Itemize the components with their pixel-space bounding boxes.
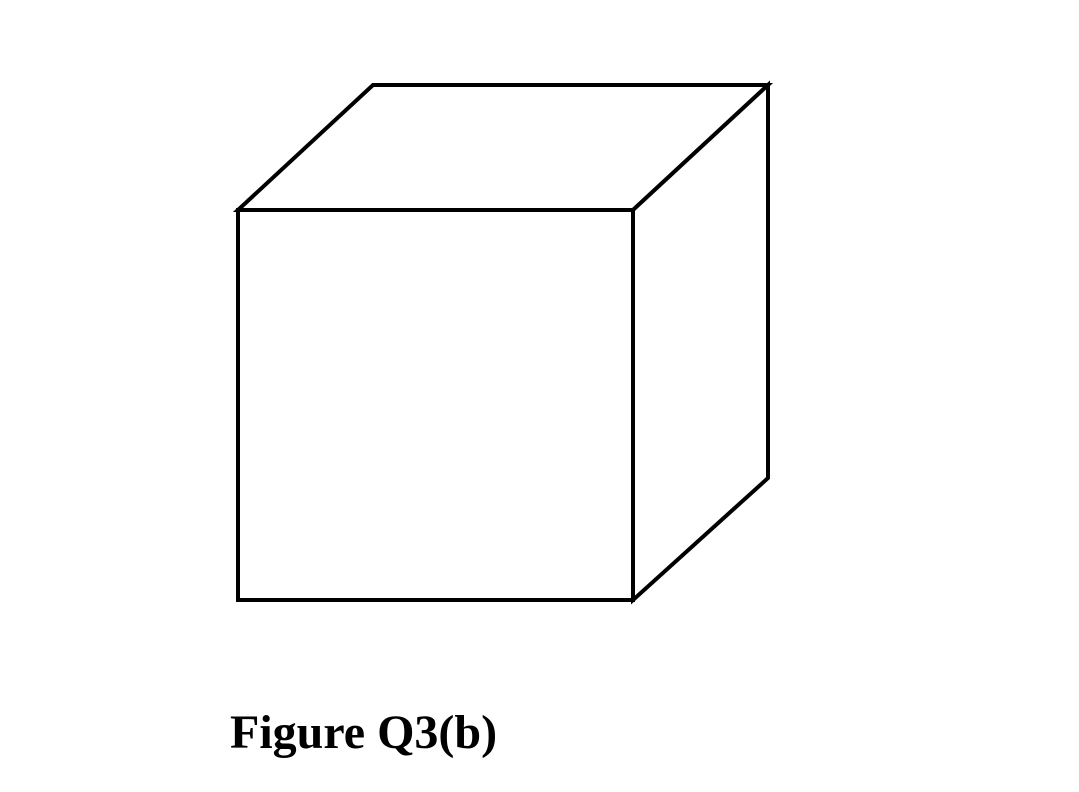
cube-svg: [0, 0, 1079, 787]
cube-face-front: [238, 210, 633, 600]
cube-figure: [0, 0, 1079, 792]
figure-caption: Figure Q3(b): [230, 705, 497, 760]
